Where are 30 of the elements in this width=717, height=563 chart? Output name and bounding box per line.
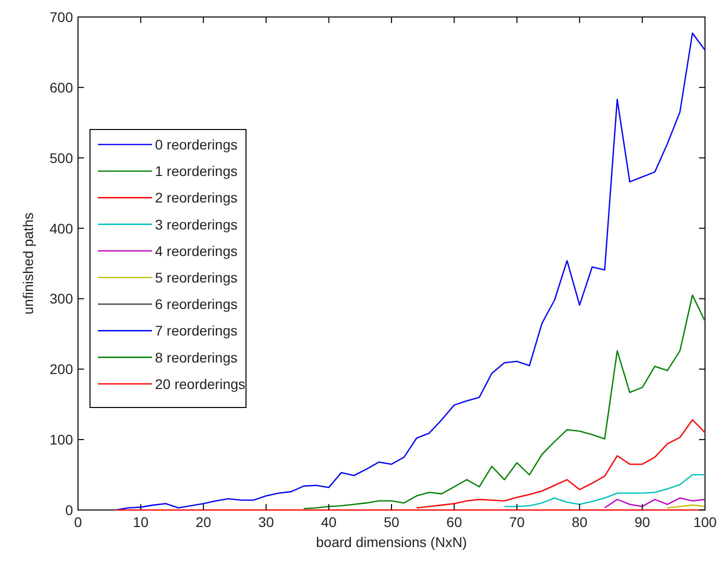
x-axis-title: board dimensions (NxN): [316, 534, 467, 550]
y-tick-label: 600: [50, 79, 74, 96]
y-tick-label: 100: [50, 432, 74, 448]
legend-label: 8 reorderings: [155, 349, 238, 366]
x-tick-label: 20: [196, 514, 212, 530]
legend-label: 1 reorderings: [155, 163, 238, 180]
x-tick-label: 70: [509, 514, 525, 530]
legend-label: 5 reorderings: [155, 270, 238, 286]
y-tick-label: 500: [50, 150, 74, 166]
y-axis-title: unfinished paths: [20, 212, 36, 314]
legend-label: 4 reorderings: [155, 242, 238, 259]
x-tick-label: 80: [572, 514, 588, 530]
legend-label: 3 reorderings: [155, 216, 238, 232]
y-tick-label: 200: [50, 361, 74, 378]
y-tick-label: 300: [50, 290, 74, 307]
x-tick-label: 50: [384, 514, 400, 530]
y-tick-label: 700: [50, 9, 74, 25]
x-tick-label: 60: [446, 514, 462, 530]
legend-label: 0 reorderings: [155, 136, 238, 152]
y-tick-label: 0: [65, 502, 74, 518]
x-tick-label: 10: [132, 514, 149, 530]
x-tick-label: 100: [693, 514, 717, 530]
x-tick-label: 40: [321, 514, 337, 530]
legend-label: 20 reorderings: [155, 376, 246, 392]
legend-label: 7 reorderings: [155, 322, 238, 339]
x-tick-label: 30: [258, 514, 274, 530]
y-tick-label: 400: [50, 220, 74, 236]
legend-label: 2 reorderings: [155, 190, 238, 206]
x-tick-label: 90: [634, 514, 650, 530]
legend-label: 6 reorderings: [155, 296, 238, 312]
